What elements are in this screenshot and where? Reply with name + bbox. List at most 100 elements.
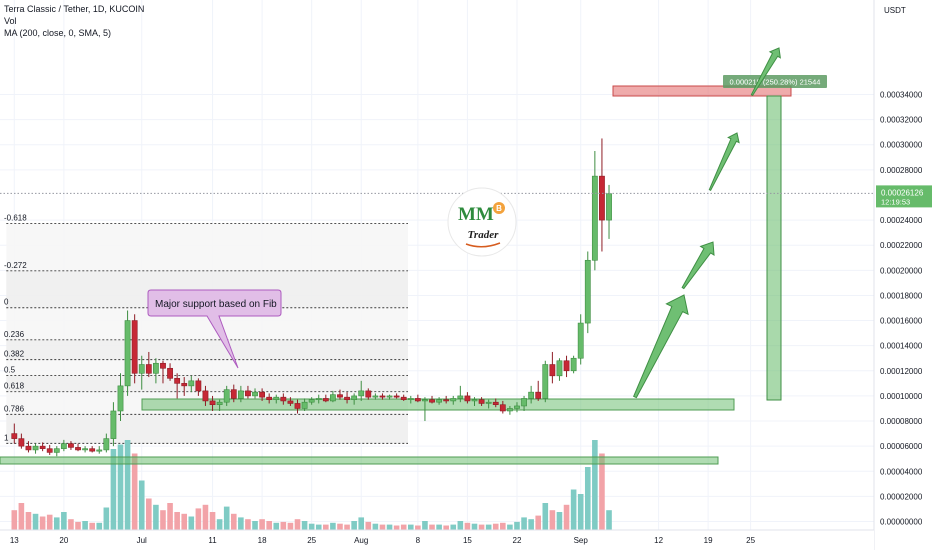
volume-bar	[457, 521, 464, 530]
fib-band	[6, 223, 409, 271]
candle-body	[379, 395, 386, 398]
projection-arrow	[750, 47, 781, 97]
volume-bar	[25, 512, 32, 530]
volume-bar	[542, 503, 549, 530]
volume-bar	[330, 522, 336, 530]
candle-body	[372, 395, 379, 398]
candle-body	[89, 448, 96, 452]
fib-level-label: -0.618	[4, 214, 27, 223]
last-price-value: 0.00026126	[881, 188, 924, 197]
candle-body	[591, 175, 598, 261]
candle-body	[549, 364, 556, 377]
volume-bar	[323, 524, 329, 530]
volume-bar	[216, 519, 223, 530]
candle-body	[32, 445, 39, 451]
volume-bar	[429, 524, 435, 530]
measure-projection	[766, 95, 782, 401]
fib-level-label: 0	[4, 298, 9, 307]
logo-swoosh	[465, 242, 501, 248]
candle-body	[570, 357, 577, 372]
candle-body	[46, 448, 53, 453]
price-tick-label: 0.00004000	[880, 467, 923, 476]
volume-bar	[514, 521, 520, 530]
projection-arrow	[681, 241, 715, 290]
volume-bar	[146, 498, 152, 530]
candle-body	[131, 320, 138, 374]
volume-bar	[188, 516, 195, 530]
time-tick-label: Jul	[137, 536, 147, 545]
volume-bar	[53, 517, 60, 530]
candle-body	[499, 404, 506, 412]
fib-band	[6, 375, 409, 392]
candle-body	[103, 438, 110, 451]
candle-body	[96, 449, 103, 452]
volume-bar	[485, 524, 492, 530]
fib-level-label: -0.272	[4, 261, 27, 270]
candle-body	[174, 378, 181, 384]
volume-bar	[556, 512, 563, 530]
candle-body	[167, 367, 173, 379]
volume-bar	[110, 449, 117, 530]
price-tick-label: 0.00000000	[880, 518, 923, 527]
time-tick-label: 25	[746, 536, 755, 545]
candle-body	[365, 390, 372, 398]
candle-body	[478, 399, 485, 404]
candle-body	[294, 403, 301, 409]
candle-body	[393, 395, 400, 398]
volume-bar	[238, 517, 244, 530]
volume-bar	[202, 504, 209, 530]
candle-body	[280, 396, 287, 402]
volume-bar	[11, 510, 18, 530]
candle-body	[181, 383, 188, 387]
candle-body	[344, 396, 350, 400]
price-tick-label: 0.00030000	[880, 141, 923, 150]
currency-label: USDT	[884, 6, 906, 15]
callout-text: Major support based on Fib	[155, 299, 277, 310]
volume-bar	[259, 519, 265, 530]
price-tick-label: 0.00032000	[880, 116, 923, 125]
candle-body	[145, 364, 152, 374]
candle-body	[202, 390, 209, 402]
time-tick-label: 25	[307, 536, 316, 545]
volume-bar	[415, 525, 421, 530]
volume-bar	[61, 512, 67, 530]
volume-bar	[400, 524, 407, 530]
candle-body	[195, 380, 202, 392]
candle-body	[577, 322, 584, 359]
volume-bar	[549, 510, 556, 530]
volume-bar	[393, 525, 400, 530]
candle-body	[287, 400, 294, 404]
price-tick-label: 0.00006000	[880, 442, 923, 451]
time-tick-label: Sep	[574, 536, 589, 545]
candle-body	[39, 445, 46, 449]
candle-body	[25, 445, 32, 451]
candle-body	[528, 391, 535, 399]
candle-body	[124, 320, 131, 387]
volume-bar	[32, 513, 39, 530]
volume-bar	[252, 521, 258, 530]
candle-body	[606, 193, 612, 221]
fib-level-label: 0.618	[4, 382, 25, 391]
candle-body	[329, 394, 336, 402]
candle-body	[322, 398, 329, 402]
volume-bar	[280, 521, 287, 530]
volume-bar	[577, 494, 584, 530]
candle-body	[188, 380, 195, 387]
resistance-zone	[612, 85, 792, 97]
volume-bar	[478, 524, 485, 530]
volume-bar	[230, 513, 237, 530]
volume-bar	[386, 524, 393, 530]
volume-bar	[521, 517, 527, 530]
bar-countdown: 12:19:53	[881, 197, 910, 206]
volume-bar	[379, 524, 386, 530]
volume-bar	[153, 504, 159, 530]
volume-bar	[500, 522, 506, 530]
candle-body	[223, 389, 230, 403]
volume-bar	[82, 521, 88, 530]
volume-bar	[315, 524, 322, 530]
time-tick-label: 15	[463, 536, 472, 545]
candle-body	[584, 259, 591, 324]
time-axis	[0, 530, 874, 550]
